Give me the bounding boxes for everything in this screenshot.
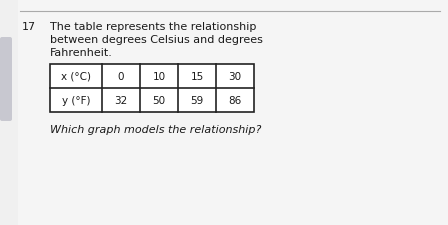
Text: 32: 32 bbox=[114, 96, 128, 106]
Text: 0: 0 bbox=[118, 72, 124, 82]
Text: y (°F): y (°F) bbox=[62, 96, 90, 106]
Text: 17: 17 bbox=[22, 22, 36, 32]
Text: between degrees Celsius and degrees: between degrees Celsius and degrees bbox=[50, 35, 263, 45]
Text: x (°C): x (°C) bbox=[61, 72, 91, 82]
Text: The table represents the relationship: The table represents the relationship bbox=[50, 22, 256, 32]
Text: 10: 10 bbox=[152, 72, 166, 82]
Bar bbox=[50, 65, 254, 112]
Text: Fahrenheit.: Fahrenheit. bbox=[50, 48, 113, 58]
Text: 50: 50 bbox=[152, 96, 166, 106]
Text: 30: 30 bbox=[228, 72, 241, 82]
Text: 59: 59 bbox=[190, 96, 204, 106]
FancyBboxPatch shape bbox=[0, 38, 12, 122]
Bar bbox=[50, 65, 254, 112]
Text: 15: 15 bbox=[190, 72, 204, 82]
Bar bbox=[0, 0, 18, 225]
Text: Which graph models the relationship?: Which graph models the relationship? bbox=[50, 124, 261, 134]
Text: 86: 86 bbox=[228, 96, 241, 106]
